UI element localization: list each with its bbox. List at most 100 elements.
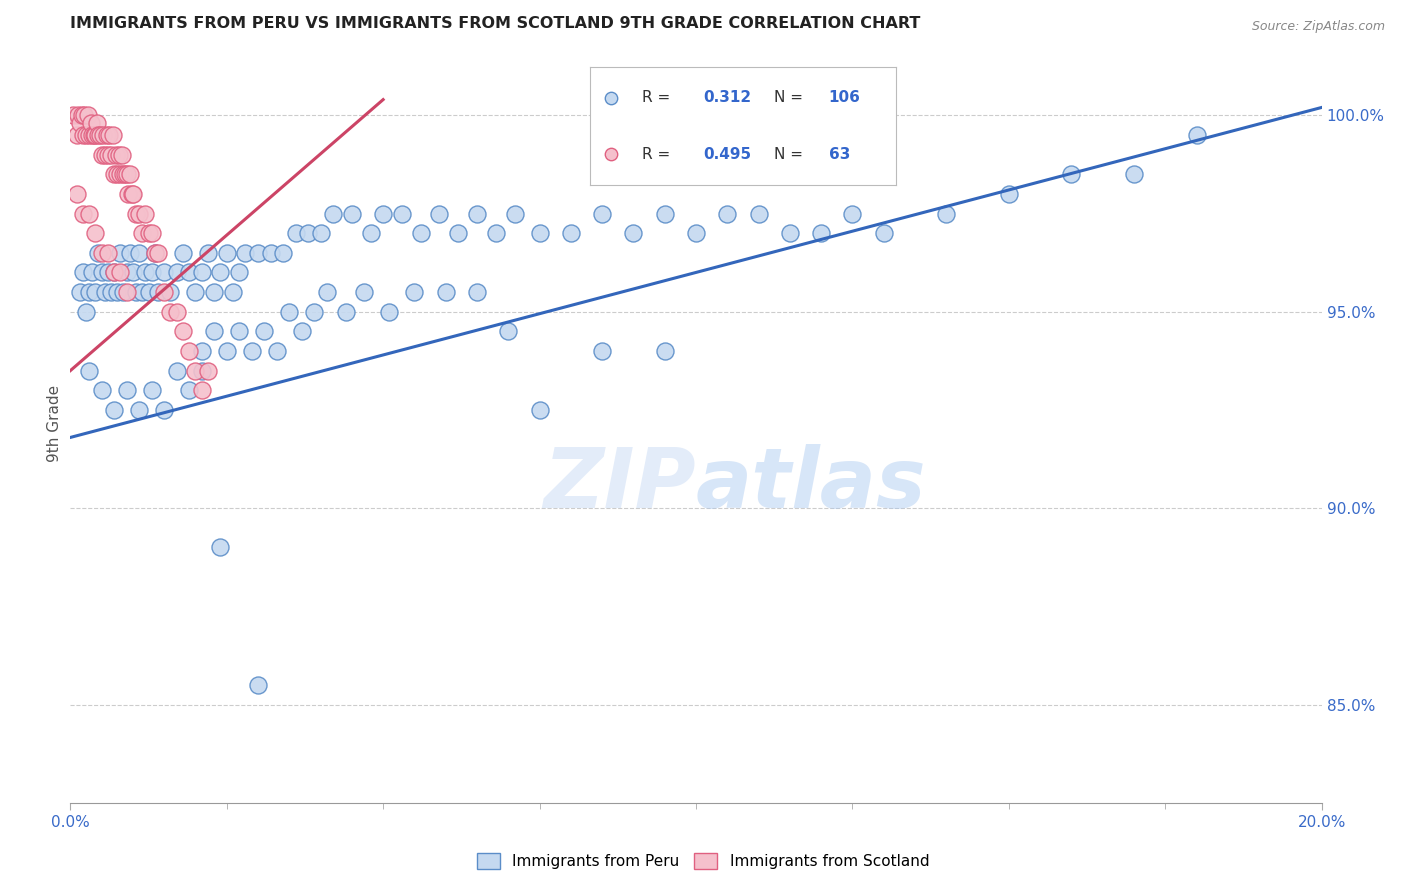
- Point: [82, 128, 104, 142]
- Point: [84, 226, 107, 240]
- Point: [125, 206, 148, 220]
- Point: [529, 226, 551, 240]
- Point: [110, 245, 132, 260]
- Point: [70, 108, 93, 122]
- Point: [872, 226, 894, 240]
- Text: ZIP: ZIP: [543, 444, 696, 524]
- Point: [134, 265, 156, 279]
- Point: [115, 167, 138, 181]
- Point: [91, 128, 114, 142]
- Point: [108, 147, 131, 161]
- Point: [465, 285, 488, 299]
- Point: [228, 265, 250, 279]
- Point: [215, 344, 238, 359]
- Point: [138, 285, 160, 299]
- Point: [235, 245, 257, 260]
- Point: [259, 245, 281, 260]
- Point: [184, 364, 207, 378]
- Point: [209, 265, 232, 279]
- Text: IMMIGRANTS FROM PERU VS IMMIGRANTS FROM SCOTLAND 9TH GRADE CORRELATION CHART: IMMIGRANTS FROM PERU VS IMMIGRANTS FROM …: [70, 16, 921, 31]
- Point: [278, 304, 301, 318]
- Point: [90, 384, 112, 398]
- Point: [166, 304, 188, 318]
- Point: [77, 206, 100, 220]
- Point: [1122, 167, 1144, 181]
- Point: [153, 403, 176, 417]
- Point: [115, 384, 138, 398]
- Point: [685, 226, 707, 240]
- Point: [197, 364, 219, 378]
- Point: [96, 128, 118, 142]
- Point: [100, 147, 122, 161]
- Point: [841, 206, 863, 220]
- Point: [103, 403, 125, 417]
- Point: [141, 384, 163, 398]
- Point: [117, 186, 139, 201]
- Point: [103, 265, 125, 279]
- Point: [65, 186, 87, 201]
- Point: [100, 285, 122, 299]
- Point: [202, 285, 225, 299]
- Point: [77, 364, 100, 378]
- Point: [391, 206, 413, 220]
- Point: [86, 116, 108, 130]
- Point: [654, 344, 676, 359]
- Point: [110, 167, 132, 181]
- Point: [209, 541, 232, 555]
- Point: [266, 344, 288, 359]
- Point: [121, 186, 145, 201]
- Point: [498, 325, 520, 339]
- Point: [166, 265, 188, 279]
- Point: [434, 285, 457, 299]
- Point: [291, 325, 314, 339]
- Point: [62, 108, 84, 122]
- Point: [304, 304, 326, 318]
- Point: [134, 206, 156, 220]
- Point: [115, 285, 138, 299]
- Point: [748, 206, 770, 220]
- Point: [105, 167, 128, 181]
- Point: [104, 147, 127, 161]
- Point: [190, 364, 212, 378]
- Point: [87, 245, 110, 260]
- Point: [591, 206, 613, 220]
- Point: [197, 245, 219, 260]
- Point: [360, 226, 382, 240]
- Point: [190, 344, 212, 359]
- Point: [112, 285, 135, 299]
- Point: [297, 226, 319, 240]
- Point: [121, 186, 143, 201]
- Point: [131, 226, 153, 240]
- Point: [146, 245, 169, 260]
- Point: [409, 226, 432, 240]
- Point: [591, 344, 613, 359]
- Point: [322, 206, 344, 220]
- Point: [101, 128, 124, 142]
- Point: [77, 128, 100, 142]
- Point: [810, 226, 832, 240]
- Point: [112, 167, 135, 181]
- Point: [935, 206, 957, 220]
- Point: [69, 285, 91, 299]
- Point: [779, 226, 801, 240]
- Point: [465, 206, 488, 220]
- Point: [654, 206, 676, 220]
- Point: [90, 147, 112, 161]
- Point: [284, 226, 307, 240]
- Point: [179, 344, 201, 359]
- Point: [97, 245, 120, 260]
- Point: [143, 245, 166, 260]
- Point: [560, 226, 582, 240]
- Point: [184, 285, 207, 299]
- Point: [159, 304, 181, 318]
- Point: [529, 403, 551, 417]
- Point: [121, 265, 145, 279]
- Point: [146, 285, 169, 299]
- Point: [98, 128, 121, 142]
- Point: [1060, 167, 1083, 181]
- Point: [93, 147, 115, 161]
- Point: [72, 206, 94, 220]
- Point: [83, 128, 105, 142]
- Point: [89, 128, 111, 142]
- Point: [75, 304, 97, 318]
